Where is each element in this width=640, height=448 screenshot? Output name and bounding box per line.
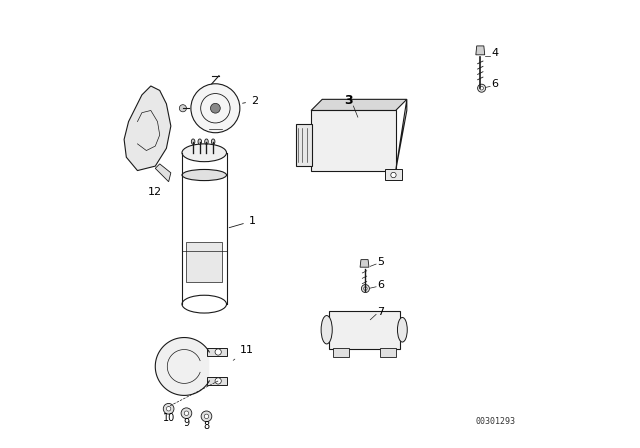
Ellipse shape — [198, 139, 202, 144]
Ellipse shape — [321, 315, 332, 344]
Text: 5: 5 — [377, 257, 384, 267]
Polygon shape — [156, 337, 209, 396]
Bar — [329, 311, 400, 349]
Ellipse shape — [205, 139, 208, 144]
Text: 11: 11 — [233, 345, 254, 360]
Bar — [385, 169, 403, 181]
Circle shape — [215, 378, 221, 384]
Circle shape — [166, 406, 171, 411]
Circle shape — [477, 84, 486, 92]
Circle shape — [191, 84, 240, 133]
Polygon shape — [396, 99, 407, 171]
Text: 10: 10 — [163, 413, 175, 423]
Bar — [333, 348, 349, 357]
Circle shape — [181, 408, 192, 418]
Polygon shape — [124, 86, 171, 171]
Polygon shape — [156, 164, 171, 182]
Text: 9: 9 — [184, 418, 189, 428]
Text: 1: 1 — [229, 216, 256, 228]
Circle shape — [480, 86, 483, 90]
Circle shape — [391, 172, 396, 178]
Circle shape — [163, 404, 174, 414]
Polygon shape — [476, 46, 484, 55]
Polygon shape — [207, 377, 227, 384]
Circle shape — [364, 287, 367, 290]
Text: 4: 4 — [492, 48, 499, 58]
Ellipse shape — [182, 169, 227, 181]
Ellipse shape — [397, 318, 407, 342]
Ellipse shape — [182, 144, 227, 162]
Circle shape — [211, 103, 220, 113]
Circle shape — [201, 411, 212, 422]
Bar — [186, 242, 222, 282]
Ellipse shape — [211, 139, 215, 144]
Text: 12: 12 — [148, 187, 163, 197]
Text: 00301293: 00301293 — [476, 418, 516, 426]
Circle shape — [184, 411, 189, 415]
Bar — [380, 348, 396, 357]
Polygon shape — [207, 349, 227, 356]
Polygon shape — [360, 260, 369, 267]
Text: 6: 6 — [492, 79, 499, 89]
Circle shape — [179, 105, 186, 112]
Text: 6: 6 — [377, 280, 384, 290]
Circle shape — [204, 414, 209, 418]
Polygon shape — [311, 99, 407, 111]
Circle shape — [362, 284, 369, 293]
Circle shape — [215, 349, 221, 355]
Bar — [311, 111, 396, 171]
Text: 2: 2 — [243, 96, 258, 106]
Text: 7: 7 — [377, 307, 384, 317]
Bar — [296, 124, 312, 166]
Text: 3: 3 — [344, 94, 353, 107]
Text: 8: 8 — [204, 421, 209, 431]
Ellipse shape — [191, 139, 195, 144]
